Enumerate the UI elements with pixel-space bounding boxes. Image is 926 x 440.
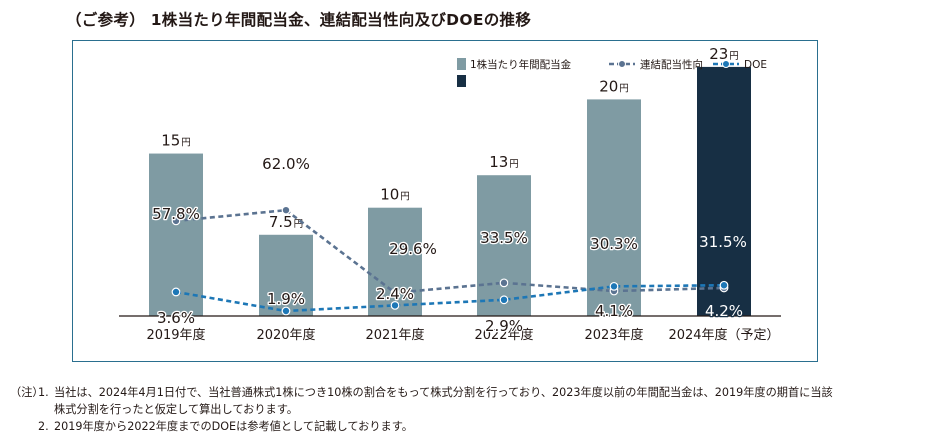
bar-value-label-1: 7.5円: [269, 213, 303, 231]
bar-5: [697, 66, 751, 316]
legend-swatch-forecast: [457, 75, 466, 87]
footnote-2-text: 2019年度から2022年度までのDOEは参考値として記載しております。: [54, 420, 413, 433]
doe-label-4: 4.1%: [595, 302, 633, 320]
doe-label-3: 2.9%: [485, 317, 523, 335]
payout-ratio-label-1: 62.0%: [262, 155, 310, 173]
footnote-1: （注）1. 当社は、2024年4月1日付で、当社普通株式1株につき10株の割合をも…: [10, 384, 833, 401]
bar-4: [587, 99, 641, 317]
payout-ratio-label-4: 30.3%: [590, 235, 638, 253]
legend-label-dividend: 1株当たり年間配当金: [470, 58, 572, 71]
x-tick-label-3: 2022年度: [474, 327, 533, 343]
doe-point-2: [390, 301, 400, 310]
doe-label-0: 3.6%: [157, 309, 195, 327]
payout-ratio-point-3: [499, 278, 509, 288]
legend-label-doe: DOE: [744, 59, 767, 71]
payout-ratio-point-0: [171, 216, 181, 226]
bar-3: [477, 175, 531, 316]
legend-label-payout-ratio: 連結配当性向: [640, 58, 703, 71]
chart-canvas: 15円 7.5円 10円 13円 20円 23円 2019年度 2020年度 2021年度 202…: [119, 45, 781, 343]
footnote-1-number: 1.: [38, 386, 49, 399]
bar-value-label-5: 23円: [709, 45, 739, 63]
chart-title: （ご参考） 1株当たり年間配当金、連結配当性向及びDOEの推移: [66, 11, 532, 29]
doe-label-2: 2.4%: [376, 285, 414, 303]
legend-marker-payout-ratio: [618, 60, 626, 68]
legend-swatch-dividend: [457, 58, 466, 70]
doe-label-1: 1.9%: [267, 290, 305, 308]
legend-marker-doe: [722, 60, 730, 68]
chart-frame: 15円 7.5円 10円 13円 20円 23円 2019年度 2020年度 2021年度 202…: [72, 40, 818, 362]
payout-ratio-label-2: 29.6%: [389, 240, 437, 258]
footnote-2-number: 2.: [38, 420, 49, 433]
payout-ratio-point-2: [390, 288, 400, 298]
payout-ratio-point-1: [281, 205, 291, 215]
doe-point-5: [719, 280, 729, 290]
payout-ratio-line: [175, 208, 725, 295]
payout-ratio-label-0: 57.8%: [152, 205, 200, 223]
x-tick-label-2: 2021年度: [365, 327, 424, 343]
bar-value-label-2: 10円: [380, 186, 410, 204]
footnotes: （注）1. 当社は、2024年4月1日付で、当社普通株式1株につき10株の割合をも…: [10, 384, 833, 435]
x-tick-label-4: 2023年度: [584, 327, 643, 343]
x-tick-label-0: 2019年度: [146, 327, 205, 343]
doe-point-1: [281, 306, 291, 316]
doe-point-3: [499, 295, 509, 305]
doe-label-5: 4.2%: [705, 302, 743, 320]
doe-point-0: [171, 287, 181, 297]
footnote-1-continuation: 株式分割を行ったと仮定して算出しております。: [10, 401, 833, 418]
footnote-1-text-line1: 当社は、2024年4月1日付で、当社普通株式1株につき10株の割合をもって株式分…: [54, 386, 833, 399]
doe-point-4: [609, 281, 619, 291]
bar-value-label-4: 20円: [599, 77, 629, 95]
footnote-2: 2. 2019年度から2022年度までのDOEは参考値として記載しております。: [10, 418, 833, 435]
bar-value-label-0: 15円: [161, 132, 191, 150]
doe-line: [175, 283, 725, 313]
x-tick-label-5: 2024年度（予定）: [668, 327, 779, 343]
x-tick-label-1: 2020年度: [256, 327, 315, 343]
bar-1: [259, 234, 313, 316]
footnote-prefix: （注）: [10, 386, 44, 399]
footnote-1-text-line2: 株式分割を行ったと仮定して算出しております。: [54, 403, 298, 416]
payout-ratio-label-3: 33.5%: [480, 229, 528, 247]
bar-2: [368, 207, 422, 316]
bar-value-label-3: 13円: [489, 153, 519, 171]
payout-ratio-label-5: 31.5%: [699, 233, 747, 251]
